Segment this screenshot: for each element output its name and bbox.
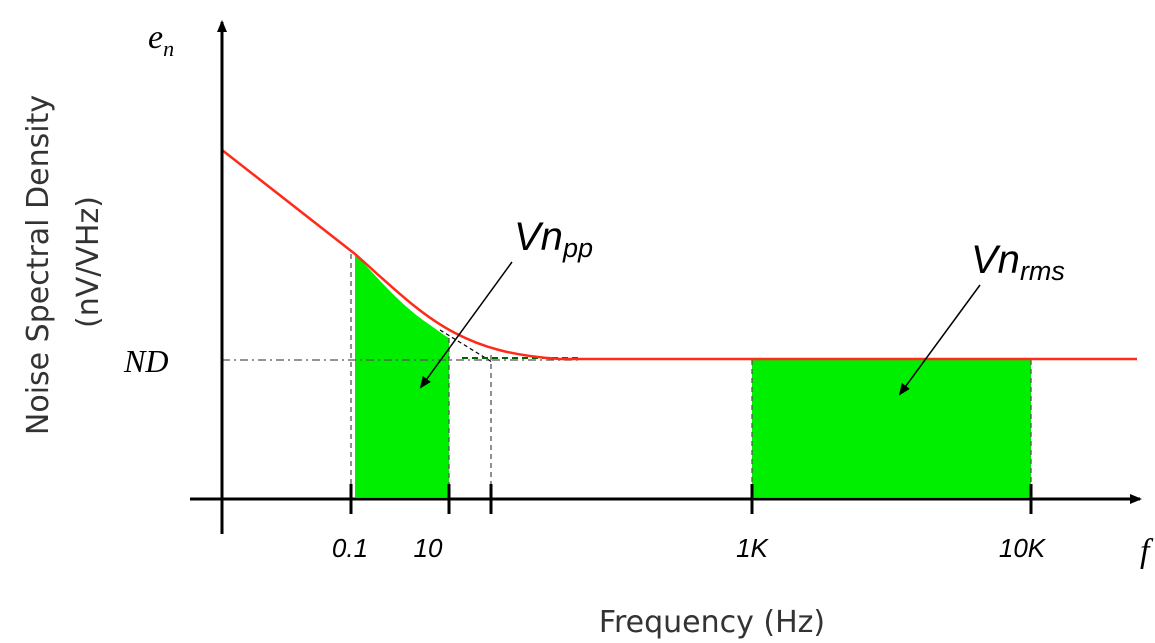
noise-density-curve — [221, 149, 1137, 361]
tick-label-10k: 10K — [999, 533, 1047, 563]
x-axis-symbol: f — [1140, 533, 1154, 570]
vnrms-label: Vnrms — [971, 238, 1065, 286]
vnpp-arrow — [419, 261, 513, 389]
tick-label-0.1: 0.1 — [332, 533, 368, 563]
vnrms-arrow — [898, 284, 981, 396]
tick-label-10: 10 — [414, 533, 443, 563]
vnpp-label: Vnpp — [514, 215, 593, 263]
nd-label: ND — [123, 343, 168, 379]
y-axis-title-line2: (nV/VHz) — [71, 196, 106, 328]
x-axis-title: Frequency (Hz) — [599, 605, 825, 640]
tick-label-1k: 1K — [736, 533, 769, 563]
y-axis-title-line1: Noise Spectral Density — [21, 95, 56, 435]
flicker-asymptote — [439, 329, 493, 363]
vnrms-shaded-region — [752, 360, 1031, 497]
y-axis-symbol: en — [148, 19, 174, 61]
vnpp-shaded-region — [355, 254, 449, 497]
